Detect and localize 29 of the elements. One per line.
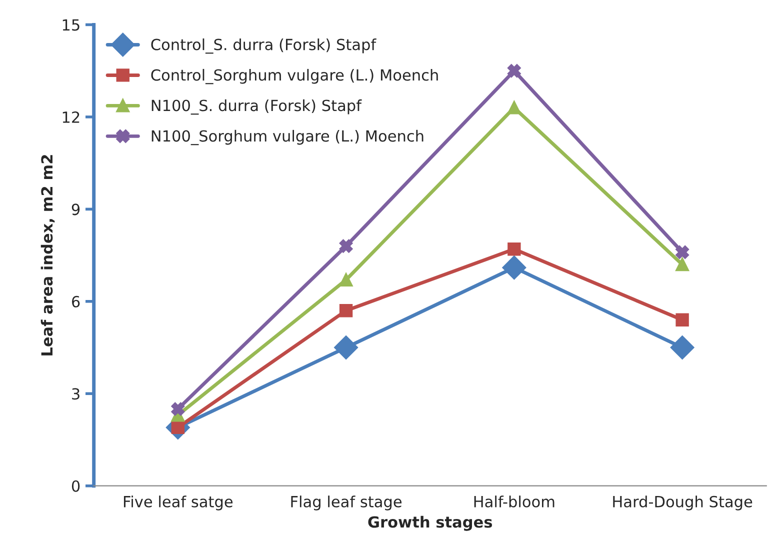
legend-label: Control_Sorghum vulgare (L.) Moench bbox=[151, 68, 438, 84]
point bbox=[339, 239, 353, 253]
x-tick-label: Half-bloom bbox=[474, 496, 554, 508]
y-tick-label: 6 bbox=[72, 296, 80, 308]
y-tick-label: 9 bbox=[72, 204, 80, 216]
y-tick-label: 0 bbox=[72, 480, 80, 492]
point bbox=[508, 242, 521, 256]
y-tick-label: 15 bbox=[62, 19, 80, 31]
point bbox=[676, 313, 689, 326]
legend-label: Control_S. durra (Forsk) Stapf bbox=[151, 38, 376, 54]
point bbox=[171, 402, 185, 416]
y-tick-label: 12 bbox=[62, 111, 80, 123]
legend-label: N100_S. durra (Forsk) Stapf bbox=[152, 99, 362, 115]
point bbox=[339, 273, 353, 286]
x-tick-label: Five leaf satge bbox=[124, 496, 233, 510]
x-tick-label: Flag leaf stage bbox=[291, 496, 402, 510]
y-tick-label: 3 bbox=[72, 388, 80, 400]
x-axis-title: Growth stages bbox=[368, 516, 492, 531]
point bbox=[670, 336, 694, 360]
point bbox=[508, 101, 521, 114]
point bbox=[334, 336, 358, 360]
legend-label: N100_Sorghum vulgare (L.) Moench bbox=[152, 130, 424, 146]
point bbox=[339, 304, 353, 318]
point bbox=[676, 246, 689, 259]
point bbox=[508, 64, 521, 78]
point bbox=[502, 256, 526, 280]
y-axis-title: Leaf area index, m2 m2 bbox=[40, 155, 55, 356]
x-tick-label: Hard-Dough Stage bbox=[613, 496, 752, 510]
point bbox=[676, 258, 689, 272]
